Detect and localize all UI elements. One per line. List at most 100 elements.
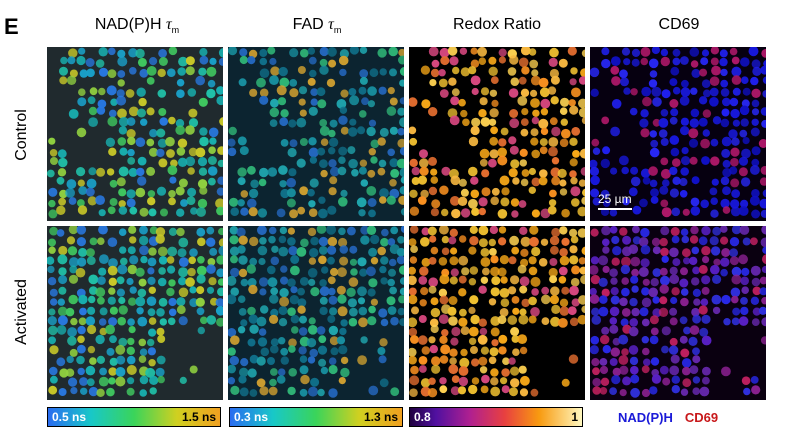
cell [549,258,558,266]
cell [509,235,519,246]
cell [693,298,701,306]
cell [698,305,708,315]
cell [669,166,678,176]
cell [518,76,527,85]
cell [460,188,469,197]
cell [195,75,205,86]
cell [731,189,740,199]
cell [250,179,259,189]
cell [508,286,517,295]
cell [761,317,766,327]
cell [165,136,175,147]
cell [489,108,499,118]
colorbar-fad: 0.3 ns 1.3 ns [229,407,403,427]
cell [158,297,168,307]
cell [429,79,437,87]
cell [421,257,431,267]
cell [120,257,128,266]
cell [762,189,766,198]
cell [497,155,508,166]
cell [720,79,729,88]
cell [158,49,167,58]
cell [237,245,246,254]
cell [368,305,376,314]
cell [196,227,206,237]
cell [701,286,710,295]
cell [47,277,57,286]
cell [78,88,86,96]
cell [217,278,223,286]
cell [578,107,585,118]
cell [450,268,459,277]
cell [66,75,77,85]
cell [319,119,328,127]
cell [388,268,396,277]
cell [660,48,669,57]
cell [641,287,650,296]
cell [108,367,117,376]
cell [611,375,621,385]
cell [107,237,118,247]
cell [639,198,648,208]
cell [619,297,628,307]
cell [166,256,175,264]
cell [56,229,65,237]
cell [409,355,417,365]
cell [468,278,477,286]
cell [720,68,728,77]
cell [348,277,359,287]
cell [297,206,306,215]
cell [377,246,386,256]
legend-nadph: NAD(P)H [618,409,673,425]
cell [70,317,78,326]
cell [218,238,223,247]
cell [650,188,659,198]
cell [359,268,368,277]
cell [512,177,520,185]
cell [86,256,96,265]
cell [561,128,571,139]
cell [490,316,501,326]
cell [409,238,417,247]
cell [441,235,450,244]
cell [631,307,640,317]
cell [77,257,87,267]
cell [649,70,658,78]
cell [541,294,551,305]
cell [661,255,669,263]
cell [470,47,478,55]
cell [398,55,404,65]
cell [185,277,195,287]
cell [648,287,658,298]
cell [459,357,470,368]
cell [528,167,536,176]
cell [480,276,489,284]
cell [680,388,689,396]
cell [759,276,766,285]
cell [751,99,760,108]
cell [215,306,223,316]
cell [698,96,708,105]
cell [658,307,669,317]
cell [680,87,691,97]
cell [259,386,269,396]
cell [118,200,126,208]
cell [652,118,661,127]
cell [488,158,497,168]
column-title-cd69: CD69 [658,16,700,33]
cell [690,108,700,118]
cell [85,58,95,67]
cell [630,256,641,267]
cell [60,56,68,65]
cell [230,267,240,278]
cell [49,149,58,157]
cell [87,306,96,315]
cell [148,208,157,217]
cell [428,186,438,196]
cell [610,295,620,305]
cell [730,287,741,298]
cell [722,186,731,196]
cell [117,137,127,146]
cell [115,344,126,355]
cell [549,189,557,198]
